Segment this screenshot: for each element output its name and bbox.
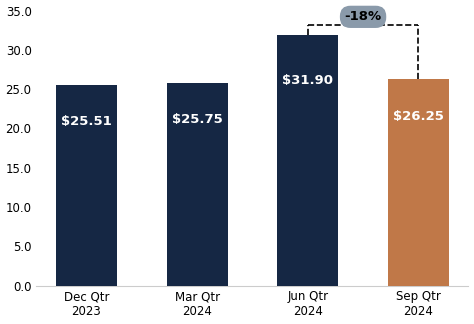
Text: $31.90: $31.90 [282,74,333,87]
Bar [167,83,228,285]
Bar [277,35,338,285]
Bar [388,79,449,285]
Text: -18%: -18% [345,10,382,23]
Text: $25.75: $25.75 [172,113,222,126]
Bar [56,85,117,285]
Text: $25.51: $25.51 [61,115,112,128]
Text: $26.25: $26.25 [393,110,444,123]
